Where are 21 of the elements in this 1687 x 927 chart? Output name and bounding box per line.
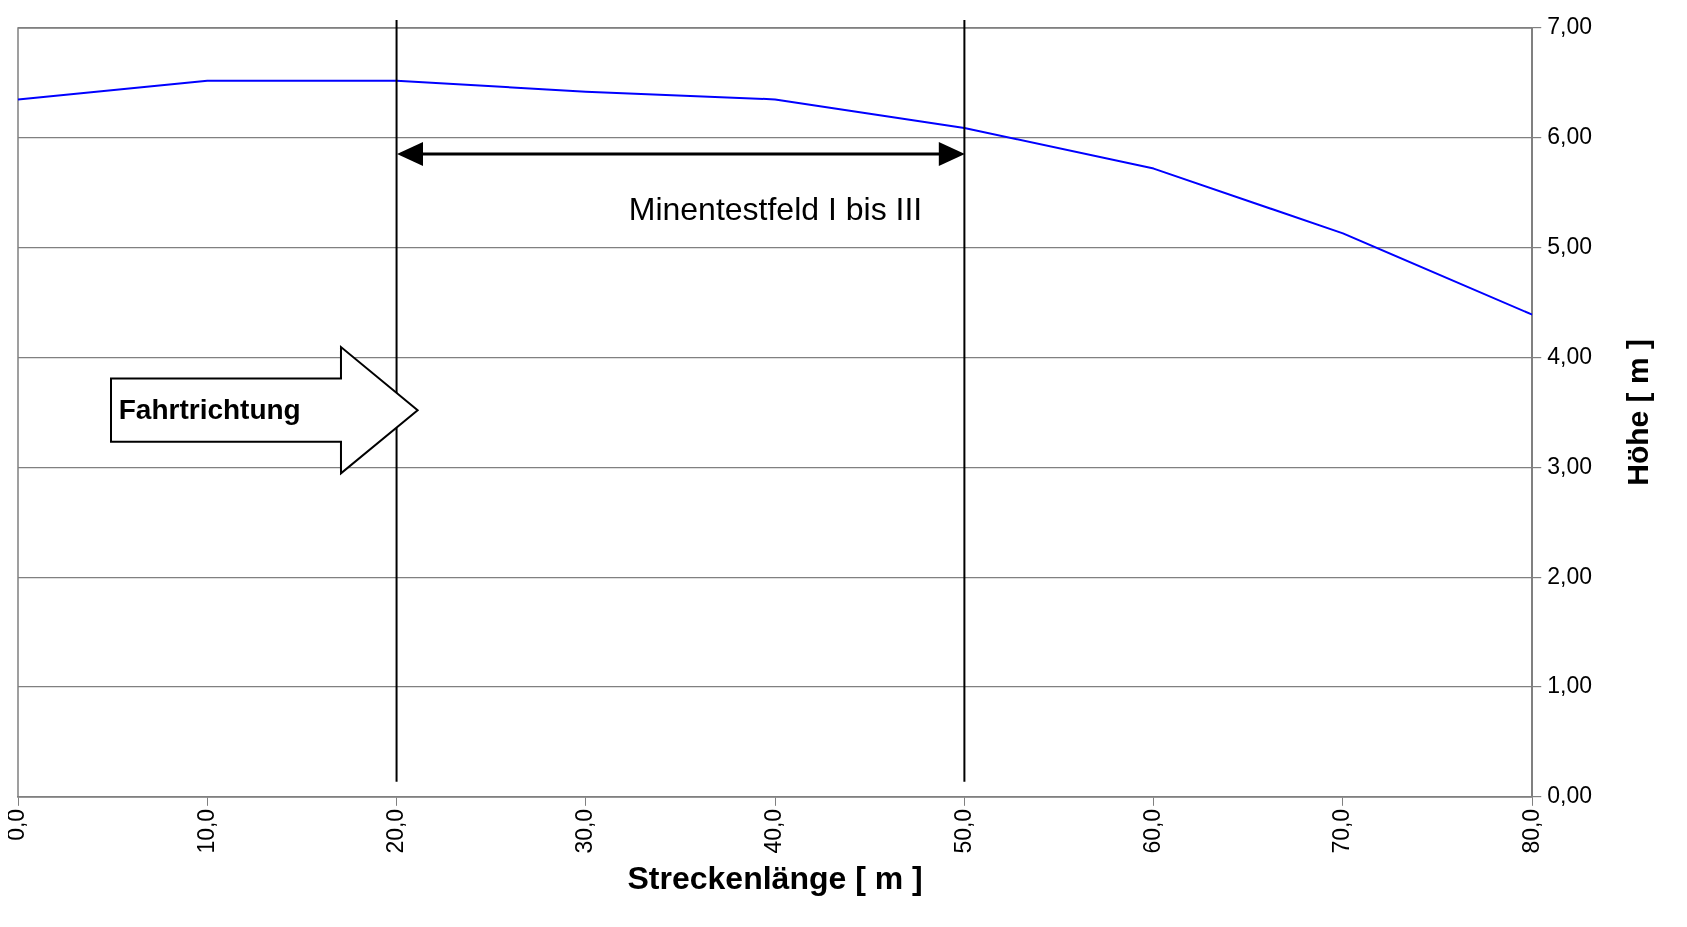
x-tick-label: 0,0 — [3, 808, 30, 841]
y-tick-label: 5,00 — [1547, 233, 1592, 260]
y-tick-label: 7,00 — [1547, 13, 1592, 40]
y-tick-label: 4,00 — [1547, 342, 1592, 369]
x-tick-label: 70,0 — [1328, 808, 1355, 854]
y-tick-label: 3,00 — [1547, 452, 1592, 479]
annotation: Fahrtrichtung — [118, 393, 301, 426]
x-tick-label: 40,0 — [760, 808, 787, 854]
x-tick-label: 50,0 — [949, 808, 976, 854]
x-tick-label: 10,0 — [192, 808, 219, 854]
y-tick-label: 6,00 — [1547, 123, 1592, 150]
x-tick-label: 60,0 — [1139, 808, 1166, 854]
x-tick-label: 30,0 — [571, 808, 598, 854]
annotation: Minentestfeld I bis III — [628, 190, 923, 228]
x-tick-label: 80,0 — [1517, 808, 1544, 854]
x-axis-title: Streckenlänge [ m ] — [627, 859, 923, 896]
y-tick-label: 0,00 — [1547, 782, 1592, 809]
y-axis-title: Höhe [ m ] — [1621, 339, 1655, 486]
y-tick-label: 2,00 — [1547, 562, 1592, 589]
y-tick-label: 1,00 — [1547, 672, 1592, 699]
x-tick-label: 20,0 — [381, 808, 408, 854]
